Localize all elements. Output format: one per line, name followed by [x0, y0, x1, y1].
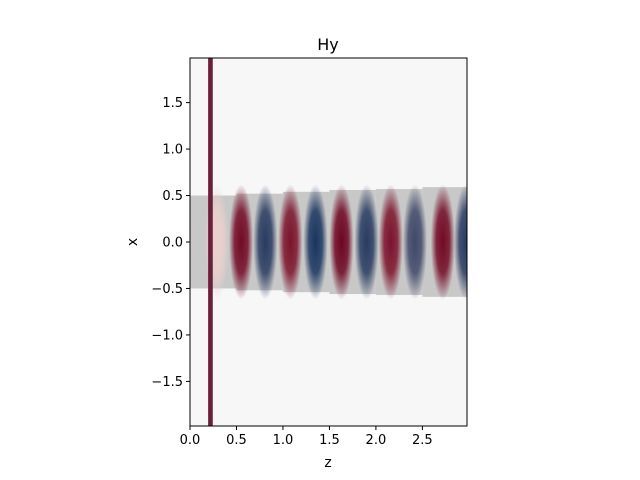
- field-lobe-9: [430, 184, 455, 300]
- y-tick-label: 0.5: [162, 189, 183, 204]
- y-tick-label: −1.0: [151, 328, 183, 343]
- field-lobe-4: [303, 184, 328, 300]
- field-lobe-6: [354, 184, 379, 300]
- x-tick-label: 1.0: [273, 433, 294, 448]
- field-lobe-1: [229, 184, 254, 300]
- x-tick-label: 1.5: [319, 433, 340, 448]
- y-tick-label: 1.5: [162, 96, 183, 111]
- y-tick-label: −0.5: [151, 282, 183, 297]
- field-lobe-5: [329, 184, 354, 300]
- source-line: [208, 58, 213, 426]
- field-lobe-3: [278, 184, 303, 300]
- chart-title: Hy: [317, 35, 339, 54]
- y-tick-label: −1.5: [151, 375, 183, 390]
- x-tick-label: 2.5: [412, 433, 433, 448]
- x-tick-label: 0.0: [180, 433, 201, 448]
- field-lobe-7: [378, 184, 403, 300]
- field-lobe-10: [453, 184, 467, 300]
- field-lobe-8: [402, 184, 428, 300]
- x-axis-label: z: [324, 455, 331, 471]
- y-tick-label: 0.0: [162, 236, 183, 251]
- y-axis-label: x: [125, 238, 141, 246]
- field-lobe-2: [253, 184, 278, 300]
- x-tick-label: 0.5: [226, 433, 247, 448]
- y-tick-label: 1.0: [162, 143, 183, 158]
- x-tick-label: 2.0: [366, 433, 387, 448]
